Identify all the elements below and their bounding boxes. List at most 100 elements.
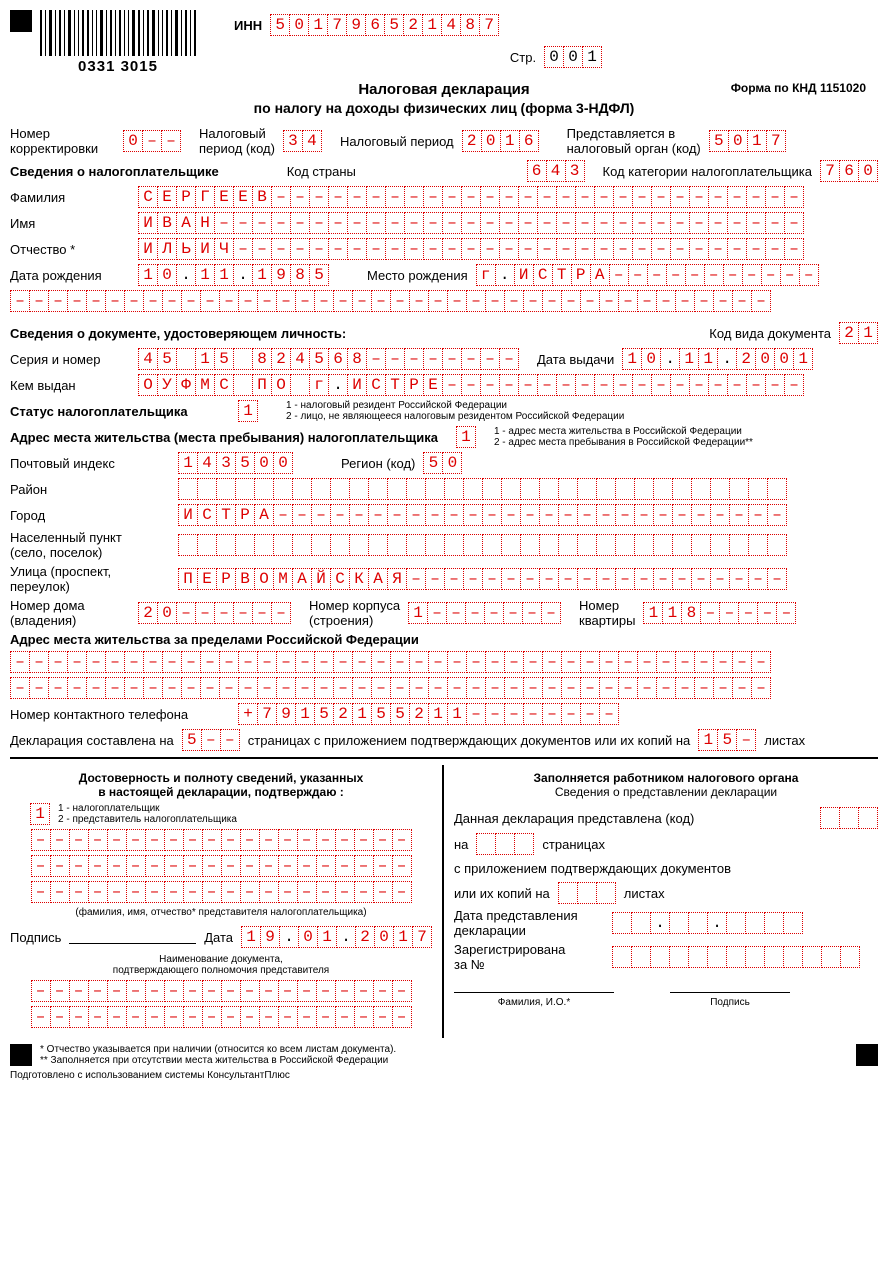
patr-label: Отчество *	[10, 242, 130, 257]
attach-pages-cells: 15–	[698, 729, 756, 751]
doc-line-2: ––––––––––––––––––––	[31, 1006, 412, 1028]
period-cells: 2016	[462, 130, 539, 152]
serial-label: Серия и номер	[10, 352, 130, 367]
name-label: Имя	[10, 216, 130, 231]
r-on-label: на	[454, 837, 468, 852]
footnote-1: * Отчество указывается при наличии (отно…	[40, 1044, 848, 1055]
r-sign-label: Подпись	[670, 997, 790, 1008]
taxpayer-info-label: Сведения о налогоплательщике	[10, 164, 219, 179]
period-code-label: Налоговый период (код)	[199, 126, 275, 156]
signature-line	[69, 930, 196, 944]
r-submitted-cells	[820, 807, 878, 829]
surname-label: Фамилия	[10, 190, 130, 205]
r-reg-cells	[612, 946, 860, 968]
confirm-type-cells: 1	[30, 803, 50, 825]
knd-code: Форма по КНД 1151020	[731, 81, 866, 95]
period-label: Налоговый период	[340, 134, 454, 149]
street-label: Улица (проспект, переулок)	[10, 564, 170, 594]
corr-label: Номер корректировки	[10, 126, 115, 156]
address-label: Адрес места жительства (места пребывания…	[10, 430, 438, 445]
dob-cells: 10.11.1985	[138, 264, 329, 286]
region-label: Регион (код)	[341, 456, 415, 471]
organ-label: Представляется в налоговый орган (код)	[567, 126, 701, 156]
house-label: Номер дома (владения)	[10, 598, 130, 628]
country-code-label: Код страны	[287, 164, 356, 179]
r-attach-label: с приложением подтверждающих документов	[454, 861, 878, 876]
r-submitted-label: Данная декларация представлена (код)	[454, 811, 694, 826]
decl-pages-cells: 5––	[182, 729, 240, 751]
confirm-note-1: 1 - налогоплательщик	[58, 803, 237, 814]
issue-date-label: Дата выдачи	[537, 352, 614, 367]
rep-line-3: ––––––––––––––––––––	[31, 881, 412, 903]
r-date-label: Дата представления декларации	[454, 908, 604, 938]
district-cells	[178, 478, 787, 500]
foreign-2-cells: ––––––––––––––––––––––––––––––––––––––––	[10, 677, 771, 699]
inn-cells: 501796521487	[270, 14, 499, 36]
doc-type-cells: 21	[839, 322, 878, 344]
phone-cells: +79152155211––––––––	[238, 703, 619, 725]
apt-label: Номер квартиры	[579, 598, 635, 628]
city-label: Город	[10, 508, 170, 523]
address-note-1: 1 - адрес места жительства в Российской …	[494, 426, 753, 437]
city-cells: ИСТРА–––––––––––––––––––––––––––	[178, 504, 787, 526]
r-sheets-label: листах	[624, 886, 665, 901]
phone-label: Номер контактного телефона	[10, 707, 230, 722]
doc-line-1: ––––––––––––––––––––	[31, 980, 412, 1002]
rep-caption: (фамилия, имя, отчество* представителя н…	[10, 907, 432, 918]
title-2: по налогу на доходы физических лиц (форм…	[10, 100, 878, 116]
address-type-cells: 1	[456, 426, 476, 448]
divider	[10, 757, 878, 759]
apt-cells: 118–––––	[643, 602, 796, 624]
rep-line-2: ––––––––––––––––––––	[31, 855, 412, 877]
building-cells: 1–––––––	[408, 602, 561, 624]
barcode-number: 0331 3015	[78, 58, 158, 75]
rep-line-1: ––––––––––––––––––––	[31, 829, 412, 851]
left-title-1: Достоверность и полноту сведений, указан…	[10, 771, 432, 785]
barcode: 0331 3015	[40, 10, 196, 75]
left-title-2: в настоящей декларации, подтверждаю :	[10, 785, 432, 799]
issued-by-label: Кем выдан	[10, 378, 130, 393]
district-label: Район	[10, 482, 170, 497]
pob-cells: г.ИСТРА–––––––––––	[476, 264, 819, 286]
foreign-1-cells: ––––––––––––––––––––––––––––––––––––––––	[10, 651, 771, 673]
country-cells: 643	[527, 160, 585, 182]
category-cells: 760	[820, 160, 878, 182]
corner-square-br	[856, 1044, 878, 1066]
right-sub: Сведения о представлении декларации	[454, 785, 878, 799]
r-date-cells: ..	[612, 912, 803, 934]
doc-auth-1: Наименование документа,	[10, 954, 432, 965]
postal-cells: 143500	[178, 452, 293, 474]
r-reg-label: Зарегистрирована за №	[454, 942, 604, 972]
house-cells: 20––––––	[138, 602, 291, 624]
confirm-note-2: 2 - представитель налогоплательщика	[58, 814, 237, 825]
sign-date-cells: 19.01.2017	[241, 926, 432, 948]
foreign-addr-label: Адрес места жительства за пределами Росс…	[10, 632, 419, 647]
doc-auth-2: подтверждающего полномочия представителя	[10, 965, 432, 976]
postal-label: Почтовый индекс	[10, 456, 170, 471]
region-cells: 50	[423, 452, 462, 474]
decl-pages-label-1: Декларация составлена на	[10, 733, 174, 748]
category-label: Код категории налогоплательщика	[603, 164, 812, 179]
r-sign-line	[670, 992, 790, 993]
decl-pages-label-2: страницах с приложением подтверждающих д…	[248, 733, 690, 748]
serial-cells: 4515824568––––––––	[138, 348, 519, 370]
issue-date-cells: 10.11.2001	[622, 348, 813, 370]
prepared-by: Подготовлено с использованием системы Ко…	[10, 1070, 878, 1081]
status-label: Статус налогоплательщика	[10, 404, 230, 419]
settlement-cells	[178, 534, 787, 556]
address-note-2: 2 - адрес места пребывания в Российской …	[494, 437, 753, 448]
doc-type-label: Код вида документа	[709, 326, 831, 341]
r-copies-label: или их копий на	[454, 886, 550, 901]
status-note-1: 1 - налоговый резидент Российской Федера…	[286, 400, 624, 411]
settlement-label: Населенный пункт (село, поселок)	[10, 530, 170, 560]
surname-cells: СЕРГЕЕВ––––––––––––––––––––––––––––	[138, 186, 804, 208]
corner-square-tl	[10, 10, 32, 32]
pob-label: Место рождения	[367, 268, 468, 283]
r-fio-line	[454, 992, 614, 993]
corr-cells: 0––	[123, 130, 181, 152]
r-pages-label: страницах	[542, 837, 605, 852]
issued-by-cells: ОУФМСПОг.ИСТРЕ–––––––––––––––––––	[138, 374, 804, 396]
dob-label: Дата рождения	[10, 268, 130, 283]
organ-cells: 5017	[709, 130, 786, 152]
corner-square-bl	[10, 1044, 32, 1066]
